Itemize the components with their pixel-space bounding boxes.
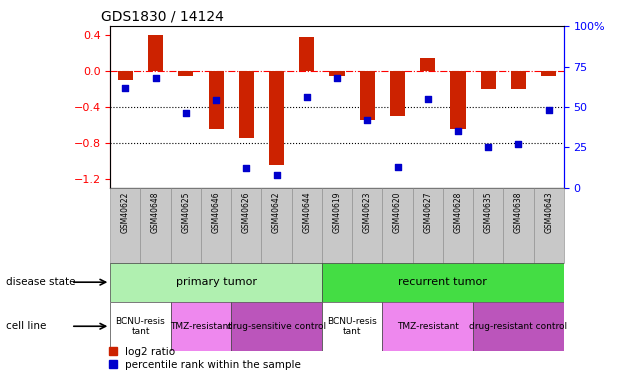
Bar: [390, 71, 405, 116]
Text: GSM40642: GSM40642: [272, 191, 281, 233]
Point: [151, 75, 161, 81]
Point: [272, 172, 282, 178]
Bar: [171, 188, 201, 262]
Legend: log2 ratio, percentile rank within the sample: log2 ratio, percentile rank within the s…: [109, 346, 301, 370]
Bar: [148, 35, 163, 71]
Bar: [443, 188, 473, 262]
Bar: [209, 71, 224, 129]
Bar: [481, 71, 496, 89]
Text: GSM40638: GSM40638: [514, 191, 523, 233]
Text: GSM40635: GSM40635: [484, 191, 493, 233]
Bar: [140, 188, 171, 262]
Text: TMZ-resistant: TMZ-resistant: [170, 322, 232, 331]
Bar: [322, 302, 382, 351]
Bar: [360, 71, 375, 120]
Bar: [382, 188, 413, 262]
Bar: [118, 71, 133, 80]
Bar: [178, 71, 193, 75]
Bar: [171, 302, 231, 351]
Bar: [269, 71, 284, 165]
Bar: [450, 71, 466, 129]
Text: drug-sensitive control: drug-sensitive control: [227, 322, 326, 331]
Point: [302, 94, 312, 100]
Text: primary tumor: primary tumor: [176, 277, 256, 287]
Bar: [503, 188, 534, 262]
Text: GSM40623: GSM40623: [363, 191, 372, 233]
Text: GSM40628: GSM40628: [454, 191, 462, 232]
Point: [392, 164, 403, 170]
Bar: [239, 71, 254, 138]
Point: [211, 98, 221, 104]
Text: GSM40620: GSM40620: [393, 191, 402, 233]
Text: cell line: cell line: [6, 321, 47, 331]
Text: GSM40644: GSM40644: [302, 191, 311, 233]
Bar: [473, 302, 564, 351]
Bar: [413, 188, 443, 262]
Bar: [231, 188, 261, 262]
Bar: [110, 188, 140, 262]
Text: BCNU-resis
tant: BCNU-resis tant: [116, 316, 165, 336]
Bar: [292, 188, 322, 262]
Text: GSM40619: GSM40619: [333, 191, 341, 233]
Text: GSM40646: GSM40646: [212, 191, 220, 233]
Point: [362, 117, 372, 123]
Bar: [534, 188, 564, 262]
Text: GSM40648: GSM40648: [151, 191, 160, 233]
Point: [544, 107, 554, 113]
Point: [453, 128, 463, 134]
Point: [181, 110, 191, 116]
Text: recurrent tumor: recurrent tumor: [398, 277, 488, 287]
Point: [513, 141, 524, 147]
Text: drug-resistant control: drug-resistant control: [469, 322, 568, 331]
Bar: [322, 188, 352, 262]
Bar: [110, 262, 322, 302]
Text: BCNU-resis
tant: BCNU-resis tant: [328, 316, 377, 336]
Text: GSM40626: GSM40626: [242, 191, 251, 233]
Bar: [511, 71, 526, 89]
Bar: [299, 37, 314, 71]
Text: GDS1830 / 14124: GDS1830 / 14124: [101, 10, 224, 24]
Point: [241, 165, 251, 171]
Bar: [110, 302, 171, 351]
Bar: [541, 71, 556, 75]
Text: TMZ-resistant: TMZ-resistant: [397, 322, 459, 331]
Bar: [201, 188, 231, 262]
Bar: [420, 58, 435, 71]
Bar: [261, 188, 292, 262]
Text: GSM40622: GSM40622: [121, 191, 130, 232]
Text: GSM40643: GSM40643: [544, 191, 553, 233]
Bar: [231, 302, 322, 351]
Bar: [473, 188, 503, 262]
Text: disease state: disease state: [6, 277, 76, 287]
Point: [423, 96, 433, 102]
Text: GSM40627: GSM40627: [423, 191, 432, 233]
Bar: [322, 262, 564, 302]
Bar: [329, 71, 345, 75]
Bar: [382, 302, 473, 351]
Text: GSM40625: GSM40625: [181, 191, 190, 233]
Point: [332, 75, 342, 81]
Bar: [352, 188, 382, 262]
Point: [120, 84, 130, 90]
Point: [483, 144, 493, 150]
